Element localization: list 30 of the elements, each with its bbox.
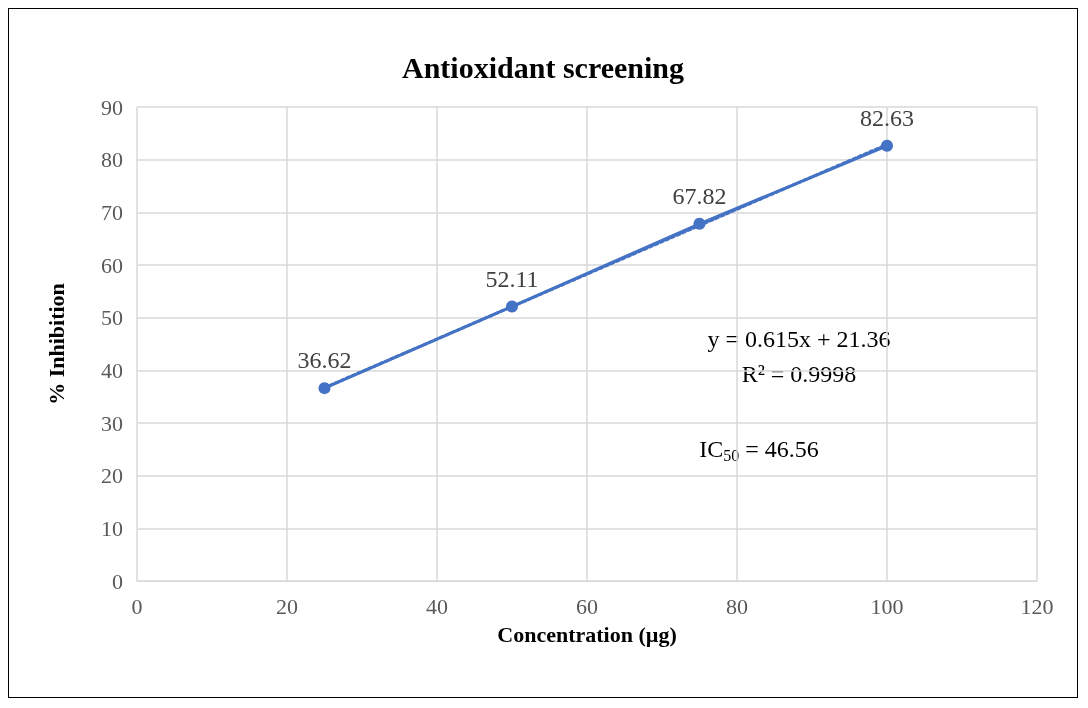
x-tick-label: 100 [870, 593, 904, 619]
y-tick-label: 40 [101, 357, 123, 383]
data-label: 82.63 [860, 104, 914, 131]
y-tick-label: 90 [101, 94, 123, 120]
y-tick-label: 70 [101, 199, 123, 225]
y-axis-title: % Inhibition [43, 283, 69, 405]
x-tick-label: 60 [576, 593, 598, 619]
y-tick-label: 0 [112, 568, 123, 594]
data-label: 67.82 [672, 182, 727, 209]
y-tick-label: 20 [101, 463, 123, 489]
point [506, 300, 518, 313]
data-label: 36.62 [297, 347, 352, 374]
point [693, 217, 706, 230]
annotation: R² = 0.9998 [741, 361, 857, 387]
x-tick-label: 0 [131, 593, 143, 619]
y-tick-label: 80 [101, 147, 123, 173]
annotation: y = 0.615x + 21.36 [707, 326, 891, 352]
x-tick-label: 40 [426, 593, 448, 619]
point [318, 382, 331, 395]
y-tick-label: 60 [101, 252, 123, 278]
y-tick-label: 10 [101, 515, 123, 541]
y-tick-label: 30 [101, 410, 123, 436]
data-label: 52.11 [485, 265, 539, 292]
y-tick-label: 50 [101, 305, 123, 331]
x-tick-label: 20 [276, 593, 298, 619]
x-tick-label: 80 [726, 593, 748, 619]
x-axis-title: Concentration (µg) [497, 621, 677, 647]
chart-title: Antioxidant screening [402, 50, 684, 84]
x-tick-label: 120 [1020, 593, 1054, 619]
point [881, 139, 893, 152]
